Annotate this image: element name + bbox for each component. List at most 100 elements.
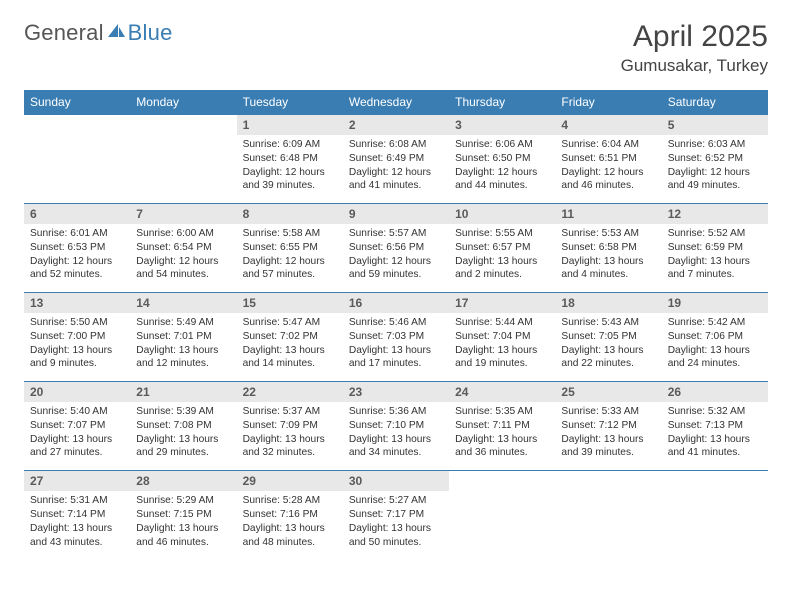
sunset-text: Sunset: 6:56 PM [349,241,443,255]
sunset-text: Sunset: 6:52 PM [668,152,762,166]
daylight-line1: Daylight: 13 hours [455,255,549,269]
daylight-line2: and 39 minutes. [561,446,655,460]
day-cell: Sunrise: 5:28 AMSunset: 7:16 PMDaylight:… [237,491,343,559]
day-cell: Sunrise: 5:49 AMSunset: 7:01 PMDaylight:… [130,313,236,381]
daylight-line2: and 59 minutes. [349,268,443,282]
daylight-line1: Daylight: 12 hours [668,166,762,180]
day-number: 26 [662,382,768,402]
day-number: 9 [343,204,449,224]
daylight-line2: and 48 minutes. [243,536,337,550]
day-number [130,115,236,121]
daylight-line1: Daylight: 13 hours [455,344,549,358]
sunrise-text: Sunrise: 5:32 AM [668,405,762,419]
sunrise-text: Sunrise: 6:00 AM [136,227,230,241]
daylight-line1: Daylight: 13 hours [561,255,655,269]
sunset-text: Sunset: 6:53 PM [30,241,124,255]
daylight-line1: Daylight: 13 hours [30,522,124,536]
sunset-text: Sunset: 7:02 PM [243,330,337,344]
day-cell: Sunrise: 5:46 AMSunset: 7:03 PMDaylight:… [343,313,449,381]
sunset-text: Sunset: 7:14 PM [30,508,124,522]
sunset-text: Sunset: 6:49 PM [349,152,443,166]
sunset-text: Sunset: 7:10 PM [349,419,443,433]
logo-sail-icon [106,22,126,45]
day-cell [449,491,555,549]
day-cell: Sunrise: 5:32 AMSunset: 7:13 PMDaylight:… [662,402,768,470]
daynum-row: 20212223242526 [24,382,768,403]
daylight-line2: and 52 minutes. [30,268,124,282]
sunset-text: Sunset: 7:16 PM [243,508,337,522]
day-number: 16 [343,293,449,313]
daylight-line1: Daylight: 12 hours [136,255,230,269]
sunrise-text: Sunrise: 5:35 AM [455,405,549,419]
daylight-line1: Daylight: 13 hours [349,522,443,536]
day-cell: Sunrise: 5:58 AMSunset: 6:55 PMDaylight:… [237,224,343,292]
sunrise-text: Sunrise: 5:27 AM [349,494,443,508]
dayname: Saturday [662,90,768,115]
daylight-line2: and 46 minutes. [561,179,655,193]
dayname: Monday [130,90,236,115]
sunset-text: Sunset: 7:00 PM [30,330,124,344]
day-number: 30 [343,471,449,491]
daylight-line2: and 4 minutes. [561,268,655,282]
sunset-text: Sunset: 6:54 PM [136,241,230,255]
day-cell: Sunrise: 6:01 AMSunset: 6:53 PMDaylight:… [24,224,130,292]
day-number [662,471,768,477]
dayname: Friday [555,90,661,115]
sunset-text: Sunset: 7:03 PM [349,330,443,344]
day-number: 1 [237,115,343,135]
daybody-row: Sunrise: 5:50 AMSunset: 7:00 PMDaylight:… [24,313,768,382]
daylight-line2: and 19 minutes. [455,357,549,371]
daylight-line2: and 29 minutes. [136,446,230,460]
day-cell: Sunrise: 5:42 AMSunset: 7:06 PMDaylight:… [662,313,768,381]
daylight-line1: Daylight: 12 hours [349,255,443,269]
day-cell: Sunrise: 5:35 AMSunset: 7:11 PMDaylight:… [449,402,555,470]
daylight-line2: and 27 minutes. [30,446,124,460]
sunrise-text: Sunrise: 5:31 AM [30,494,124,508]
sunrise-text: Sunrise: 6:08 AM [349,138,443,152]
day-cell: Sunrise: 6:03 AMSunset: 6:52 PMDaylight:… [662,135,768,203]
sunrise-text: Sunrise: 5:42 AM [668,316,762,330]
sunrise-text: Sunrise: 6:01 AM [30,227,124,241]
day-cell: Sunrise: 5:36 AMSunset: 7:10 PMDaylight:… [343,402,449,470]
logo-text-blue: Blue [128,20,173,46]
daylight-line2: and 32 minutes. [243,446,337,460]
sunrise-text: Sunrise: 5:44 AM [455,316,549,330]
daylight-line2: and 39 minutes. [243,179,337,193]
sunrise-text: Sunrise: 5:46 AM [349,316,443,330]
month-title: April 2025 [621,20,768,54]
sunset-text: Sunset: 7:08 PM [136,419,230,433]
daybody-row: Sunrise: 6:01 AMSunset: 6:53 PM Daylight:… [24,224,768,293]
dayname: Thursday [449,90,555,115]
daylight-line2: and 57 minutes. [243,268,337,282]
day-number: 15 [237,293,343,313]
daylight-line2: and 24 minutes. [668,357,762,371]
sunrise-text: Sunrise: 5:55 AM [455,227,549,241]
daylight-line2: and 2 minutes. [455,268,549,282]
day-cell: Sunrise: 6:06 AMSunset: 6:50 PMDaylight:… [449,135,555,203]
day-number: 13 [24,293,130,313]
sunset-text: Sunset: 7:15 PM [136,508,230,522]
day-cell: Sunrise: 6:00 AMSunset: 6:54 PMDaylight:… [130,224,236,292]
day-cell: Sunrise: 5:37 AMSunset: 7:09 PMDaylight:… [237,402,343,470]
sunset-text: Sunset: 7:01 PM [136,330,230,344]
day-number: 29 [237,471,343,491]
daylight-line2: and 46 minutes. [136,536,230,550]
day-cell: Sunrise: 5:29 AMSunset: 7:15 PMDaylight:… [130,491,236,559]
day-number: 17 [449,293,555,313]
logo-text-general: General [24,20,104,46]
day-number: 22 [237,382,343,402]
day-cell: Sunrise: 6:09 AMSunset: 6:48 PMDaylight:… [237,135,343,203]
daylight-line1: Daylight: 13 hours [561,344,655,358]
day-number: 25 [555,382,661,402]
sunrise-text: Sunrise: 5:37 AM [243,405,337,419]
sunset-text: Sunset: 7:11 PM [455,419,549,433]
day-cell: Sunrise: 5:47 AMSunset: 7:02 PMDaylight:… [237,313,343,381]
daylight-line1: Daylight: 13 hours [243,344,337,358]
day-number: 18 [555,293,661,313]
daynum-row: 6789101112 [24,204,768,225]
daylight-line2: and 50 minutes. [349,536,443,550]
sunrise-text: Sunrise: 6:03 AM [668,138,762,152]
daylight-line1: Daylight: 13 hours [136,522,230,536]
daylight-line2: and 44 minutes. [455,179,549,193]
header: General Blue April 2025 Gumusakar, Turke… [24,20,768,76]
